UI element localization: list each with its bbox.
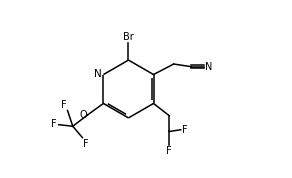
- Text: F: F: [182, 125, 187, 135]
- Text: N: N: [205, 62, 213, 72]
- Text: F: F: [83, 138, 89, 148]
- Text: F: F: [51, 119, 56, 129]
- Text: N: N: [94, 69, 102, 79]
- Text: F: F: [61, 100, 67, 110]
- Text: F: F: [166, 145, 172, 156]
- Text: O: O: [79, 110, 87, 120]
- Text: Br: Br: [123, 32, 134, 42]
